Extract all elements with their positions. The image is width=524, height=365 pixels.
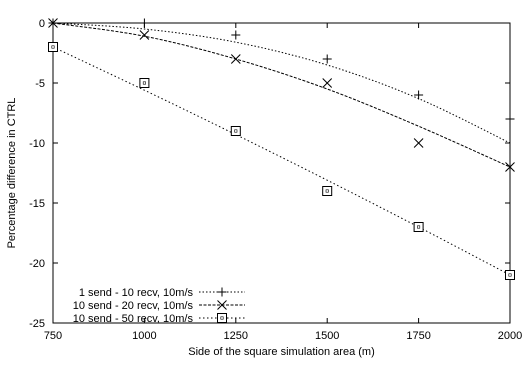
marker-outer [217, 313, 227, 323]
marker-inner [142, 81, 146, 85]
data-point-series-1 [231, 30, 241, 40]
data-markers [48, 18, 515, 280]
x-tick-label: 750 [44, 330, 62, 342]
fit-line-series-2 [52, 22, 511, 168]
marker-outer [322, 186, 333, 196]
marker-inner [417, 225, 421, 229]
data-point-series-1 [505, 114, 515, 124]
marker-inner [220, 316, 224, 320]
data-point-series-2 [139, 30, 150, 40]
legend-label-series-1: 1 send - 10 recv, 10m/s [79, 287, 194, 299]
y-tick-label: 0 [39, 18, 45, 30]
x-axis-label: Side of the square simulation area (m) [188, 346, 374, 358]
x-tick-label: 1500 [315, 330, 339, 342]
legend-marker-series-3 [217, 313, 227, 323]
legend: 1 send - 10 recv, 10m/s10 send - 20 recv… [73, 287, 245, 325]
marker-inner [508, 273, 512, 277]
marker-stroke [48, 18, 58, 28]
marker-stroke [230, 54, 241, 64]
marker-stroke [413, 138, 424, 148]
marker-outer [139, 78, 150, 88]
data-point-series-2 [230, 54, 241, 64]
axes: 750 1000 1250 1500 1750 2000 0 -5 -10 -15 -20 -25 [29, 18, 522, 342]
y-tick-label: -5 [35, 78, 45, 90]
legend-marker-series-1 [217, 287, 227, 297]
x-tick-label: 1000 [132, 330, 156, 342]
data-point-series-1 [322, 54, 332, 64]
legend-marker-series-2 [217, 300, 227, 310]
data-point-series-3 [413, 222, 424, 232]
x-tick-label: 1750 [406, 330, 430, 342]
data-point-series-2 [48, 18, 58, 28]
y-tick-label: -20 [29, 258, 45, 270]
marker-inner [51, 45, 55, 49]
fit-line-series-1 [52, 22, 511, 144]
data-point-series-1 [414, 90, 424, 100]
marker-outer [505, 270, 515, 280]
x-tick-label: 1250 [224, 330, 248, 342]
data-point-series-2 [505, 162, 515, 172]
marker-outer [413, 222, 424, 232]
marker-stroke [322, 78, 333, 88]
data-point-series-3 [48, 42, 58, 52]
y-axis-label: Percentage difference in CTRL [6, 98, 18, 249]
x-tick-label: 2000 [498, 330, 522, 342]
data-point-series-3 [230, 126, 241, 136]
legend-label-series-3: 10 send - 50 recv, 10m/s [73, 313, 194, 325]
y-tick-label: -25 [29, 318, 45, 330]
legend-label-series-2: 10 send - 20 recv, 10m/s [73, 300, 194, 312]
data-point-series-2 [413, 138, 424, 148]
plot-frame [52, 22, 511, 324]
data-point-series-3 [322, 186, 333, 196]
marker-stroke [139, 30, 150, 40]
data-point-series-3 [505, 270, 515, 280]
marker-stroke [217, 300, 227, 310]
marker-inner [234, 129, 238, 133]
marker-outer [230, 126, 241, 136]
marker-inner [325, 189, 329, 193]
fit-line-series-3 [52, 46, 511, 276]
data-point-series-1 [139, 18, 149, 28]
y-tick-label: -15 [29, 198, 45, 210]
marker-outer [48, 42, 58, 52]
data-point-series-3 [139, 78, 150, 88]
marker-stroke [505, 162, 515, 172]
data-point-series-2 [322, 78, 333, 88]
fit-lines [52, 22, 511, 276]
y-tick-label: -10 [29, 138, 45, 150]
